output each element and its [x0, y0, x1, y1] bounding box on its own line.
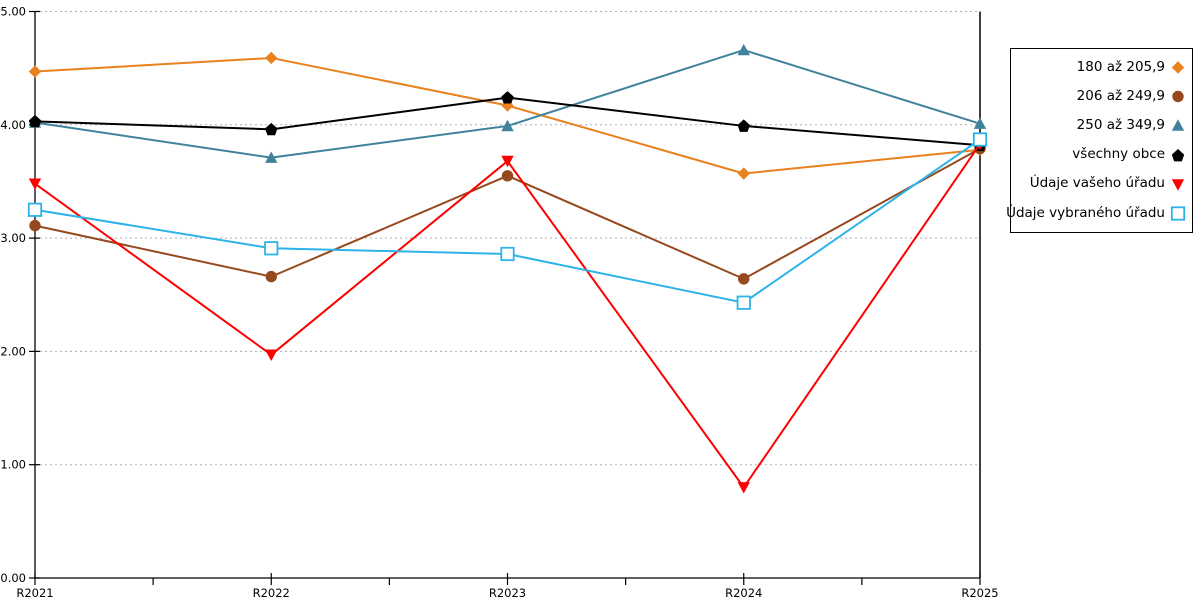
diamond-marker: [265, 51, 278, 65]
legend-marker-glyph: [1170, 206, 1186, 221]
triangle-up-marker: [1171, 119, 1185, 132]
triangle-down-marker: [28, 178, 42, 190]
legend-label: 206 až 249,9: [1076, 87, 1165, 104]
series-3: [28, 91, 987, 152]
pentagon-marker: [28, 114, 42, 128]
legend-label: Údaje vašeho úřadu: [1029, 175, 1165, 192]
y-tick-label: 3.00: [0, 231, 26, 245]
legend-box: 180 až 205,9 206 až 249,9 250 až 349,9 v…: [1006, 48, 1193, 233]
circle-marker: [29, 219, 41, 232]
y-tick-label: 0.00: [0, 571, 26, 585]
series-1: [29, 142, 986, 285]
triangle-down-marker: [501, 155, 514, 168]
diamond-marker: [501, 99, 514, 112]
pentagon-marker: [501, 91, 514, 104]
square-open-marker: [264, 241, 279, 256]
legend-label: 180 až 205,9: [1076, 58, 1165, 75]
legend-item: Údaje vybraného úřadu: [1006, 206, 1186, 221]
square-open-marker: [972, 132, 988, 147]
y-tick-label: 2.00: [0, 344, 26, 358]
triangle-down-icon: [1170, 177, 1186, 192]
x-tick-label: R2021: [16, 586, 53, 600]
legend-item: všechny obce: [1015, 148, 1186, 163]
y-tick-label: 1.00: [0, 458, 26, 472]
diamond-marker: [1171, 61, 1185, 74]
diamond-marker: [737, 167, 750, 180]
series-line-4: [34, 143, 981, 489]
legend-marker-glyph: [1171, 148, 1185, 161]
diamond-marker: [28, 65, 42, 78]
pentagon-marker: [265, 122, 278, 136]
square-icon: [1170, 206, 1186, 221]
series-4: [28, 138, 987, 494]
series-0: [28, 51, 987, 180]
square-open-marker: [1170, 206, 1186, 221]
triangle-up-marker: [501, 119, 514, 132]
circle-icon: [1170, 89, 1186, 104]
circle-marker: [1172, 91, 1184, 103]
legend-item: Údaje vašeho úřadu: [1015, 177, 1186, 192]
triangle-up-icon: [1170, 118, 1186, 133]
legend-item: 250 až 349,9: [1015, 118, 1186, 133]
legend-marker-glyph: [1171, 61, 1185, 74]
circle-marker: [501, 170, 514, 182]
legend-label: všechny obce: [1072, 146, 1165, 163]
y-tick-label: 4.00: [0, 118, 26, 132]
square-open-marker: [736, 295, 751, 310]
triangle-up-marker: [737, 43, 750, 56]
x-tick-label: R2022: [253, 586, 290, 600]
legend-marker-glyph: [1171, 119, 1185, 132]
x-tick-label: R2024: [725, 586, 762, 600]
triangle-down-marker: [1171, 178, 1185, 191]
pentagon-marker: [1171, 148, 1185, 161]
x-tick-label: R2025: [961, 586, 998, 600]
pentagon-marker: [737, 119, 750, 132]
square-open-marker: [500, 246, 515, 262]
triangle-up-marker: [973, 117, 987, 129]
legend-marker-glyph: [1171, 178, 1185, 191]
legend-item: 206 až 249,9: [1015, 89, 1186, 104]
square-open-marker: [27, 202, 43, 217]
series-5: [27, 132, 988, 310]
triangle-down-marker: [265, 349, 278, 361]
legend-label: 250 až 349,9: [1076, 117, 1165, 134]
y-tick-label: 5.00: [0, 5, 26, 19]
circle-marker: [265, 270, 277, 283]
triangle-up-marker: [265, 151, 278, 163]
legend-item: 180 až 205,9: [1015, 60, 1186, 75]
diamond-icon: [1170, 60, 1186, 75]
legend-marker-glyph: [1172, 91, 1184, 103]
triangle-down-marker: [737, 482, 750, 494]
circle-marker: [738, 273, 750, 285]
x-tick-label: R2023: [489, 586, 526, 600]
legend-label: Údaje vybraného úřadu: [1006, 204, 1165, 221]
pentagon-icon: [1170, 148, 1186, 163]
